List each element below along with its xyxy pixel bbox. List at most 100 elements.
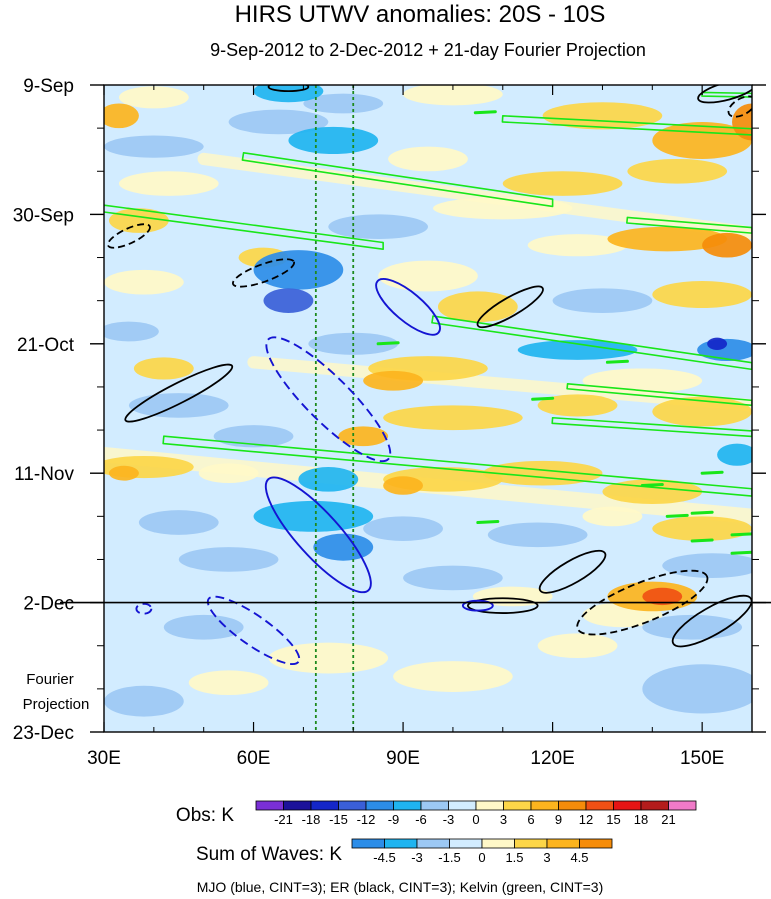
colorbar-level-label: 3: [500, 812, 507, 827]
colorbar-swatch: [579, 838, 613, 849]
anomaly-blob: [527, 234, 628, 257]
colorbar-swatch: [503, 800, 532, 811]
colorbar-swatch: [351, 838, 385, 849]
projection-label: Fourier Projection: [23, 671, 90, 713]
colorbar-swatch: [310, 800, 339, 811]
mjo-contour: [206, 595, 301, 665]
kelvin-contour-fragment: [690, 510, 714, 515]
y-tick-label: 9-Sep: [23, 76, 74, 97]
colorbar-level-label: -3: [411, 850, 423, 865]
anomaly-blob: [403, 85, 503, 106]
anomaly-blob: [104, 321, 159, 342]
colorbar-level-label: -6: [415, 812, 427, 827]
colorbar-level-label: 12: [579, 812, 593, 827]
colorbar-swatch: [585, 800, 614, 811]
colorbar-swatch: [449, 838, 483, 849]
kelvin-contour-fragment: [690, 538, 714, 543]
er-contour: [671, 594, 752, 648]
colorbar-swatch: [558, 800, 587, 811]
anomaly-blob: [697, 338, 752, 362]
colorbar-swatch: [514, 838, 548, 849]
mjo-contour: [264, 476, 372, 594]
anomaly-blob: [178, 547, 279, 572]
colorbar-level-label: 4.5: [570, 850, 588, 865]
colorbar-level-label: -4.5: [373, 850, 395, 865]
er-contour: [267, 85, 310, 93]
y-tick-label: 21-Oct: [17, 335, 75, 356]
anomaly-blob: [104, 455, 194, 479]
anomaly-blob: [487, 522, 588, 548]
er-contour: [727, 95, 752, 118]
anomaly-blob: [652, 280, 752, 309]
colorbar-swatch: [668, 800, 697, 811]
chart-subtitle: 9-Sep-2012 to 2-Dec-2012 + 21-day Fourie…: [210, 40, 646, 60]
mjo-contour: [461, 599, 494, 612]
colorbar-level-label: 6: [527, 812, 534, 827]
colorbar-swatch: [283, 800, 312, 811]
anomaly-blob: [707, 337, 728, 350]
colorbar-swatch: [475, 800, 504, 811]
colorbar-swatch: [546, 838, 580, 849]
anomaly-blob: [502, 171, 623, 196]
anomaly-blob: [383, 405, 523, 431]
x-tick-label: 30E: [87, 748, 121, 769]
plot-area: 30E 60E 90E 120E 150E 9-Sep 30-Sep 21-Oct 11-Nov…: [13, 76, 771, 769]
kelvin-contours: [104, 91, 752, 555]
y-tick-label: 11-Nov: [14, 464, 74, 485]
kelvin-contour-fragment: [476, 519, 500, 524]
colorbar-level-label: 21: [661, 812, 675, 827]
anomaly-blob: [642, 664, 752, 714]
anomaly-blob: [552, 288, 653, 313]
anomaly-blob: [104, 685, 184, 717]
x-tick-label: 60E: [237, 748, 271, 769]
colorbar-level-label: -3: [443, 812, 455, 827]
kelvin-contour-fragment: [665, 513, 689, 518]
kelvin-contour: [241, 151, 554, 208]
anomaly-blob: [537, 633, 618, 659]
anomaly-blob: [163, 614, 244, 640]
er-contour: [107, 223, 151, 249]
colorbar-level-label: 3: [543, 850, 550, 865]
anomaly-blob: [104, 103, 139, 129]
colorbar-level-label: -21: [274, 812, 293, 827]
anomaly-blob: [228, 109, 329, 135]
contour-legend: MJO (blue, CINT=3); ER (black, CINT=3); …: [197, 879, 604, 895]
anomaly-blob: [437, 291, 518, 323]
chart-title: HIRS UTWV anomalies: 20S - 10S: [235, 1, 606, 28]
anomaly-blob: [338, 426, 389, 447]
anomaly-blob: [328, 214, 428, 240]
kelvin-contour: [162, 435, 752, 497]
anomaly-blob: [253, 250, 344, 290]
colorbar-level-label: -18: [302, 812, 321, 827]
anomaly-blob: [268, 642, 389, 674]
colorbar-level-label: -15: [329, 812, 348, 827]
anomaly-blob: [378, 260, 478, 292]
colorbar-level-label: 0: [478, 850, 485, 865]
anomaly-blob: [288, 126, 379, 155]
anomaly-blob: [138, 510, 219, 535]
kelvin-contour-fragment: [700, 470, 724, 475]
mjo-contour: [375, 278, 441, 336]
x-tick-label: 90E: [386, 748, 420, 769]
kelvin-contour-fragment: [730, 550, 752, 555]
colorbar-level-label: 15: [606, 812, 620, 827]
y-tick-label: 2-Dec: [23, 594, 74, 615]
er-contour: [124, 363, 234, 423]
anomaly-blob: [303, 93, 384, 114]
kelvin-contour-fragment: [640, 483, 664, 488]
colorbar-swatch: [416, 838, 450, 849]
colorbar-level-label: 18: [634, 812, 648, 827]
anomaly-blob: [108, 465, 139, 481]
anomaly-blob: [652, 516, 752, 541]
colorbar-level-label: -1.5: [438, 850, 460, 865]
anomaly-blob: [662, 553, 752, 578]
er-contour: [476, 285, 544, 329]
y-tick-label: 23-Dec: [13, 723, 74, 744]
colorbar-swatch: [448, 800, 477, 811]
kelvin-contour: [104, 204, 384, 251]
kelvin-contour: [431, 315, 752, 371]
anomaly-field: [104, 85, 752, 717]
obs-colorbar-label: Obs: K: [176, 805, 234, 826]
anomaly-blob: [104, 135, 204, 158]
colorbar-swatch: [530, 800, 559, 811]
